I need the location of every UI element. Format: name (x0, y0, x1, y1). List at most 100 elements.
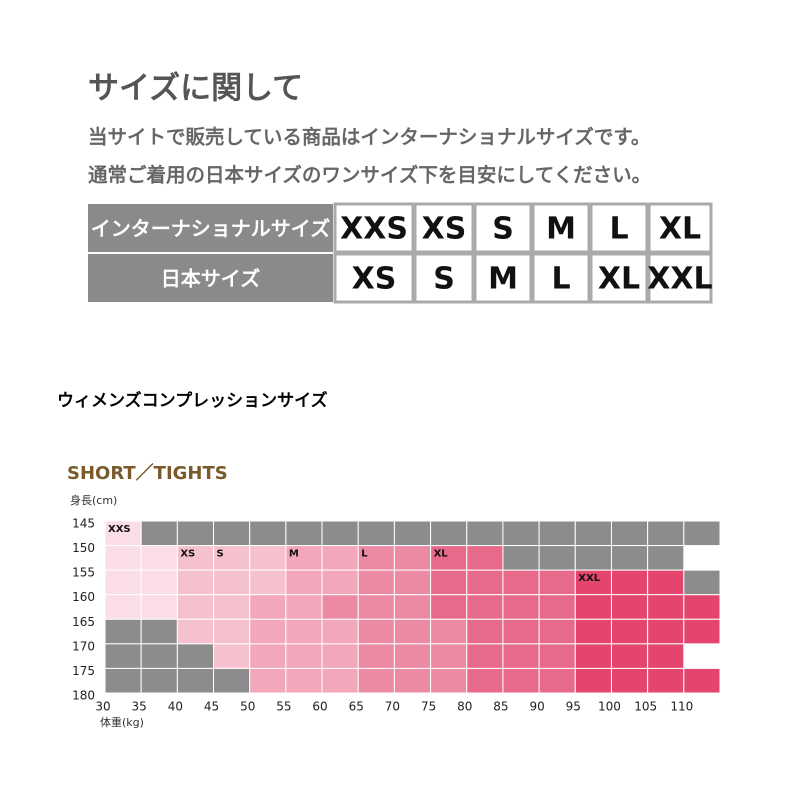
size-cell (466, 667, 504, 694)
chart-title: SHORT／TIGHTS (67, 463, 228, 484)
size-cell (104, 520, 142, 547)
size-value: XS (422, 212, 467, 247)
size-cell (430, 545, 468, 571)
size-cell (647, 569, 685, 596)
size-cell (285, 520, 323, 547)
x-tick-label: 95 (566, 700, 581, 714)
x-tick-label: 75 (421, 700, 436, 714)
x-tick-label: 90 (529, 700, 544, 714)
y-tick-label: 160 (72, 590, 95, 604)
size-cell (176, 520, 215, 547)
size-value: L (551, 262, 570, 297)
size-cell (574, 667, 612, 694)
size-cell (502, 594, 540, 620)
size-cell (104, 569, 142, 596)
title: サイズに関して (88, 71, 303, 107)
size-value: XL (598, 262, 640, 297)
size-cell (430, 643, 468, 669)
table-cell (333, 252, 415, 304)
size-cell (321, 643, 359, 669)
size-label: S (217, 549, 224, 560)
chart: XXS XS S M L XL XXL 30 35 40 45 50 55 60 65 70 75 80 85 90 9… (72, 517, 721, 714)
size-cell (104, 545, 142, 571)
size-cell (466, 618, 504, 645)
size-cell (176, 545, 215, 571)
size-cell (104, 667, 142, 694)
size-value: L (609, 212, 628, 247)
size-cell (430, 667, 468, 694)
size-value: XXL (647, 262, 712, 297)
size-cell (357, 618, 395, 645)
row-header: 日本サイズ (161, 267, 260, 291)
size-cell (321, 594, 359, 620)
size-cell (466, 545, 504, 571)
size-cell (357, 545, 395, 571)
x-tick-label: 100 (598, 700, 621, 714)
size-cell (249, 667, 287, 694)
size-value: XL (659, 212, 701, 247)
size-cell (538, 594, 576, 620)
size-cell (285, 667, 323, 694)
size-cell (140, 545, 178, 571)
x-tick-label: 50 (240, 700, 255, 714)
size-cell (502, 545, 540, 571)
size-label: L (361, 549, 368, 560)
x-tick-label: 35 (132, 700, 147, 714)
size-cell (249, 520, 287, 547)
x-tick-label: 85 (493, 700, 508, 714)
size-cell (574, 545, 612, 571)
size-cell (176, 667, 215, 694)
size-cell (393, 643, 432, 669)
size-cell (393, 667, 432, 694)
table-cell (88, 254, 333, 302)
size-cell (538, 569, 576, 596)
table-cell (647, 252, 713, 304)
size-cell (574, 594, 612, 620)
x-tick-label: 30 (95, 700, 110, 714)
size-value: M (488, 262, 518, 297)
size-cell (285, 569, 323, 596)
size-cell (647, 545, 685, 571)
x-tick-label: 45 (204, 700, 219, 714)
y-tick-label: 165 (72, 615, 95, 629)
size-cell (574, 520, 612, 547)
size-cell (176, 594, 215, 620)
table-cell (88, 204, 333, 252)
size-cell (610, 618, 649, 645)
size-cell (683, 618, 721, 645)
size-cell (104, 618, 142, 645)
x-tick-label: 80 (457, 700, 472, 714)
size-cell (249, 545, 287, 571)
size-cell (502, 569, 540, 596)
size-cell (321, 667, 359, 694)
size-cell (321, 569, 359, 596)
size-cell (466, 594, 504, 620)
x-tick-label: 105 (634, 700, 657, 714)
size-cell (213, 618, 251, 645)
size-cell (140, 520, 178, 547)
size-cell (683, 667, 721, 694)
table-cell (473, 202, 533, 254)
size-cell (430, 594, 468, 620)
size-cell (647, 520, 685, 547)
size-cell (321, 520, 359, 547)
table-cell (589, 202, 649, 254)
size-cell (574, 643, 612, 669)
text-line: 通常ご着用の日本サイズのワンサイズ下を目安にしてください。 (88, 164, 651, 187)
size-cell (285, 643, 323, 669)
table-cell (531, 252, 591, 304)
size-cell (502, 667, 540, 694)
size-cell (610, 667, 649, 694)
x-tick-label: 55 (276, 700, 291, 714)
size-value: XXS (340, 212, 408, 247)
size-cell (647, 667, 685, 694)
size-cell (140, 618, 178, 645)
size-cell (466, 569, 504, 596)
size-cell (140, 643, 178, 669)
size-label: XL (434, 549, 449, 560)
size-cell (538, 520, 576, 547)
size-cell (647, 594, 685, 620)
size-cell (610, 569, 649, 596)
size-cell (176, 618, 215, 645)
row-header: インターナショナルサイズ (91, 217, 330, 241)
